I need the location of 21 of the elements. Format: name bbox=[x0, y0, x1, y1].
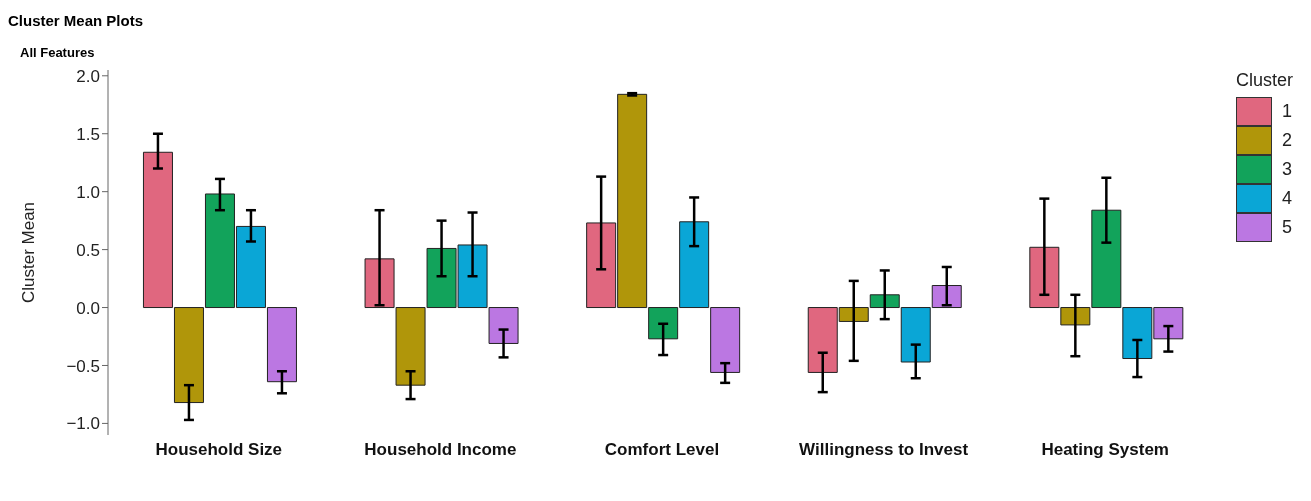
x-tick-label: Household Size bbox=[155, 440, 283, 460]
x-tick-label: Comfort Level bbox=[604, 440, 720, 460]
y-tick-label: −1.0 bbox=[66, 414, 100, 434]
y-tick-label: 1.0 bbox=[76, 182, 100, 202]
y-tick-label: 0.5 bbox=[76, 240, 100, 260]
legend-label: 2 bbox=[1281, 130, 1292, 151]
legend-label: 5 bbox=[1281, 217, 1292, 238]
x-tick-label: Willingness to Invest bbox=[799, 440, 969, 460]
y-tick-label: 1.5 bbox=[76, 124, 100, 144]
x-tick-label: Household Income bbox=[364, 440, 517, 460]
y-tick-label: 2.0 bbox=[76, 66, 100, 86]
legend-label: 1 bbox=[1281, 101, 1292, 122]
legend-label: 3 bbox=[1281, 159, 1292, 180]
chart-title: Cluster Mean Plots bbox=[8, 12, 145, 29]
legend-title: Cluster bbox=[1235, 70, 1293, 91]
y-tick-label: 0.0 bbox=[76, 298, 100, 318]
x-tick-label: Heating System bbox=[1041, 440, 1169, 460]
legend-label: 4 bbox=[1281, 188, 1292, 209]
y-tick-label: −0.5 bbox=[66, 356, 100, 376]
chart-subtitle: All Features bbox=[20, 45, 96, 60]
y-axis-title: Cluster Mean bbox=[19, 201, 39, 304]
